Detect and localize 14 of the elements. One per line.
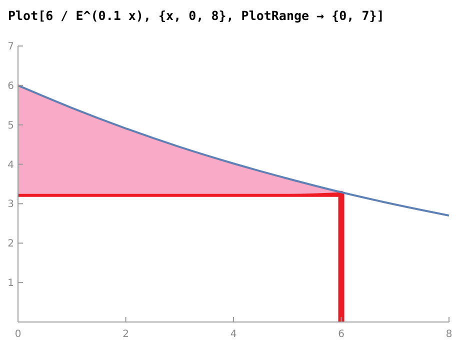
line-series	[17, 84, 450, 217]
y-tick-label: 7	[8, 42, 14, 52]
x-tick-label: 2	[122, 329, 129, 340]
y-tick-label: 2	[8, 238, 14, 250]
y-tick-label: 5	[8, 120, 14, 132]
y-tick-label: 4	[8, 160, 14, 171]
y-tick-label: 6	[8, 80, 14, 92]
y-tick-label: 3	[8, 199, 14, 210]
x-tick-label: 0	[14, 329, 22, 340]
x-tick-label: 4	[230, 329, 237, 340]
x-tick-label: 8	[446, 329, 452, 340]
chart-title: Plot[6 / E^(0.1 x), {x, 0, 8}, PlotRange → {0, 7}]	[8, 8, 384, 23]
x-tick-label: 6	[338, 329, 344, 340]
y-tick-label: 1	[8, 278, 14, 290]
